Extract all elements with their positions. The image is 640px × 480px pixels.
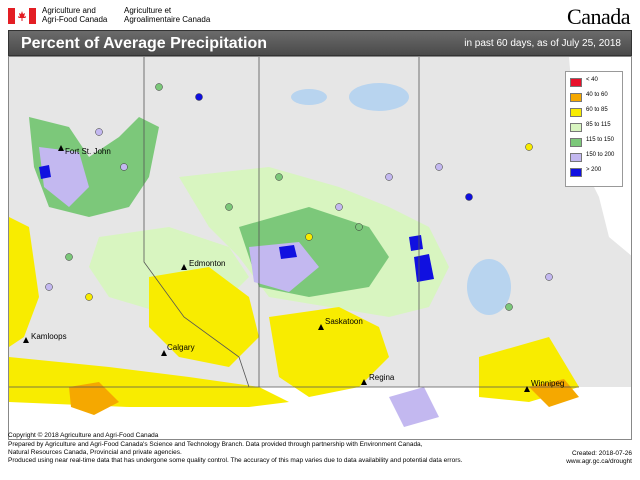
footer-right: Created: 2018-07-26 www.agr.gc.ca/drough… [566, 450, 632, 466]
border-bc-ab [143, 57, 250, 388]
city-label: Saskatoon [325, 317, 363, 326]
legend-swatch [570, 108, 582, 117]
blue-zone-2 [409, 235, 423, 251]
agency-name-fr: Agriculture et Agroalimentaire Canada [124, 6, 211, 24]
title-bar: Percent of Average Precipitation in past… [8, 30, 632, 56]
copyright-text: Copyright © 2018 Agriculture and Agri-Fo… [8, 432, 159, 439]
created-date: Created: 2018-07-26 [572, 450, 632, 457]
purple-zone-regina [389, 387, 439, 427]
footer-url[interactable]: www.agr.gc.ca/drought [566, 458, 632, 465]
legend-label: 85 to 115 [586, 122, 611, 128]
map-title: Percent of Average Precipitation [21, 35, 267, 52]
city-label: Regina [369, 373, 395, 382]
legend-item: 85 to 115 [570, 121, 622, 134]
header: Agriculture and Agri-Food Canada Agricul… [0, 0, 640, 32]
legend-label: 150 to 200 [586, 152, 615, 158]
legend-swatch [570, 138, 582, 147]
legend-swatch [570, 78, 582, 87]
yellow-zone-bc [9, 217, 39, 347]
orange-zone-2 [529, 379, 579, 407]
city-label: Kamloops [31, 332, 67, 341]
yellow-zone-alberta [149, 267, 259, 367]
lake-athabasca [349, 83, 409, 111]
legend-label: < 40 [586, 77, 598, 83]
legend-label: 40 to 60 [586, 92, 608, 98]
legend-label: 115 to 150 [586, 137, 614, 143]
canada-flag-icon [8, 8, 36, 24]
agency-name-en: Agriculture and Agri-Food Canada [42, 6, 108, 24]
legend-swatch [570, 153, 582, 162]
canada-wordmark: Canada [567, 4, 630, 29]
legend-item: > 200 [570, 166, 622, 179]
legend-swatch [570, 123, 582, 132]
yellow-zone-saskatchewan [269, 307, 389, 397]
footer-line-2: Natural Resources Canada, Provincial and… [8, 449, 182, 456]
legend-item: 150 to 200 [570, 151, 622, 164]
footer-line-1: Prepared by Agriculture and Agri-Food Ca… [8, 441, 423, 448]
city-label: Winnipeg [531, 379, 565, 388]
lake-winnipeg [467, 259, 511, 315]
legend: < 40 40 to 60 60 to 85 85 to 115 115 to … [565, 71, 623, 187]
legend-item: < 40 [570, 76, 622, 89]
purple-zone-edmonton-east [249, 242, 319, 292]
blue-zone-4 [39, 165, 51, 179]
orange-zone-1 [69, 382, 119, 415]
city-label: Edmonton [189, 259, 226, 268]
lake-north [291, 89, 327, 105]
city-label: Fort St. John [65, 147, 111, 156]
legend-item: 115 to 150 [570, 136, 622, 149]
city-label: Calgary [167, 343, 195, 352]
station-dots [45, 83, 553, 311]
city-markers [23, 145, 530, 392]
legend-label: 60 to 85 [586, 107, 608, 113]
legend-label: > 200 [586, 167, 602, 173]
legend-item: 60 to 85 [570, 106, 622, 119]
footer-notes: Prepared by Agriculture and Agri-Food Ca… [8, 441, 632, 465]
legend-item: 40 to 60 [570, 91, 622, 104]
legend-swatch [570, 168, 582, 177]
legend-swatch [570, 93, 582, 102]
blue-zone-3 [279, 245, 297, 259]
purple-zone-fsj [39, 147, 89, 207]
map-subtitle: in past 60 days, as of July 25, 2018 [464, 38, 621, 49]
footer-line-3: Produced using near real-time data that … [8, 457, 463, 464]
map-frame: Fort St. John Edmonton Kamloops Calgary … [8, 56, 632, 440]
